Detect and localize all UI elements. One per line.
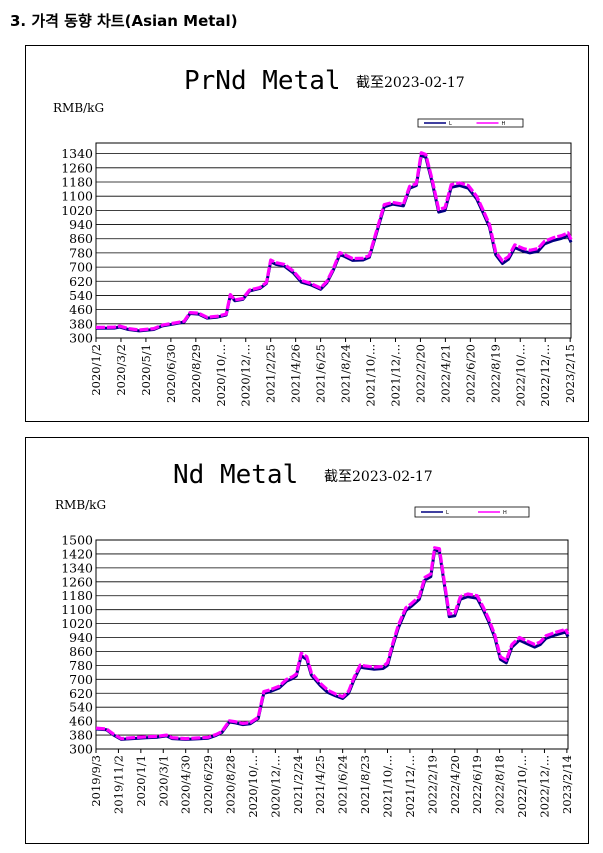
prnd-xtick-label: 2020/10/...	[214, 344, 228, 407]
prnd-xtick-label: 2021/8/24	[339, 344, 353, 403]
prnd-chart-title: PrNd Metal	[184, 66, 341, 96]
nd-xtick-label: 2021/12/...	[403, 755, 417, 818]
nd-plot-area	[95, 539, 569, 750]
nd-xtick-label: 2020/6/29	[201, 755, 215, 814]
nd-xtick-label: 2022/6/19	[470, 755, 484, 814]
nd-xtick-label: 2022/10/...	[515, 755, 529, 818]
nd-ytick-label: 300	[69, 742, 93, 757]
prnd-ytick-label: 1020	[61, 203, 93, 218]
prnd-xtick-label: 2023/2/15	[563, 344, 577, 403]
prnd-series-h-line	[95, 151, 573, 332]
prnd-ytick-label: 300	[69, 331, 93, 346]
nd-xtick-label: 2020/4/30	[179, 755, 193, 814]
prnd-ytick-label: 540	[69, 288, 93, 303]
prnd-chart: 3003804605406207007808609401020110011801…	[53, 66, 577, 407]
prnd-ytick-label: 1260	[61, 160, 93, 175]
prnd-ytick-label: 380	[69, 316, 93, 331]
prnd-xtick-label: 2022/6/20	[463, 344, 477, 403]
nd-ytick-label: 1420	[61, 546, 93, 561]
prnd-xtick-label: 2021/12/...	[388, 344, 402, 407]
prnd-ytick-label: 860	[69, 231, 93, 246]
nd-xtick-label: 2022/2/19	[425, 755, 439, 814]
nd-xtick-label: 2019/9/3	[89, 755, 103, 807]
nd-xtick-label: 2021/10/...	[380, 755, 394, 818]
nd-ytick-label: 1260	[61, 574, 93, 589]
prnd-xtick-label: 2020/12/...	[239, 344, 253, 407]
prnd-xtick-label: 2021/4/26	[289, 344, 303, 403]
prnd-xtick-label: 2021/2/25	[264, 344, 278, 403]
nd-xtick-label: 2020/3/1	[156, 755, 170, 807]
prnd-xtick-label: 2021/10/...	[364, 344, 378, 407]
nd-ytick-label: 860	[69, 644, 93, 659]
prnd-legend-label-h: H	[502, 121, 506, 127]
prnd-xtick-label: 2022/4/21	[438, 344, 452, 403]
nd-ytick-label: 780	[69, 658, 93, 673]
nd-xtick-label: 2020/8/28	[224, 755, 238, 814]
nd-xtick-label: 2020/10/...	[246, 755, 260, 818]
nd-chart-title: Nd Metal	[173, 460, 298, 490]
nd-legend-label-l: L	[446, 510, 449, 516]
prnd-legend-box	[417, 118, 524, 128]
prnd-xtick-label: 2022/10/...	[513, 344, 527, 407]
nd-ytick-label: 700	[69, 672, 93, 687]
prnd-ytick-label: 700	[69, 260, 93, 275]
section-heading: 3. 가격 동향 차트(Asian Metal)	[10, 12, 238, 30]
nd-xtick-label: 2020/1/1	[134, 755, 148, 807]
prnd-ytick-label: 940	[69, 217, 93, 232]
nd-ytick-label: 380	[69, 728, 93, 743]
prnd-ytick-label: 1340	[61, 146, 93, 161]
nd-chart-subtitle: 截至2023-02-17	[324, 469, 433, 485]
nd-xtick-label: 2023/2/14	[560, 755, 574, 814]
nd-ytick-label: 940	[69, 630, 93, 645]
prnd-xtick-label: 2020/5/1	[139, 344, 153, 396]
nd-ytick-label: 1180	[61, 588, 93, 603]
prnd-xtick-label: 2021/6/25	[314, 344, 328, 403]
nd-xtick-label: 2020/12/...	[268, 755, 282, 818]
nd-ytick-label: 1500	[61, 533, 93, 548]
nd-series-h-line	[95, 546, 570, 741]
prnd-xtick-label: 2022/12/...	[538, 344, 552, 407]
nd-ytick-label: 460	[69, 714, 93, 729]
nd-xtick-label: 2021/2/24	[291, 755, 305, 814]
nd-xtick-label: 2021/4/25	[313, 755, 327, 814]
nd-chart-panel: 300 380 460 540 620 700 780 860 940 1020 1100 1180 1…	[25, 437, 589, 844]
nd-ytick-label: 620	[69, 686, 93, 701]
prnd-xtick-label: 2020/1/2	[89, 344, 103, 396]
prnd-ytick-label: 780	[69, 245, 93, 260]
prnd-chart-subtitle: 截至2023-02-17	[356, 75, 465, 91]
prnd-ytick-label: 620	[69, 274, 93, 289]
prnd-xtick-label: 2022/8/19	[488, 344, 502, 403]
prnd-ytick-label: 1180	[61, 175, 93, 190]
prnd-ytick-label: 1100	[61, 189, 93, 204]
prnd-ylabel: RMB/kG	[53, 101, 104, 115]
nd-ytick-label: 540	[69, 700, 93, 715]
nd-ylabel: RMB/kG	[55, 498, 106, 512]
nd-xtick-label: 2022/8/18	[493, 755, 507, 814]
nd-xtick-label: 2021/6/24	[336, 755, 350, 814]
prnd-xtick-label: 2020/8/29	[189, 344, 203, 403]
nd-xtick-label: 2022/12/...	[537, 755, 551, 818]
nd-legend-box	[414, 506, 530, 518]
prnd-ytick-label: 460	[69, 302, 93, 317]
nd-xtick-label: 2021/8/23	[358, 755, 372, 814]
nd-xtick-label: 2019/11/2	[111, 755, 125, 814]
prnd-chart-panel: 300 380 460 540 620 700 780 860 940 1020 1100 1180 1…	[25, 45, 589, 422]
prnd-plot-area	[95, 142, 572, 339]
nd-ytick-label: 1020	[61, 616, 93, 631]
prnd-legend-label-l: L	[449, 121, 452, 127]
nd-ytick-label: 1100	[61, 602, 93, 617]
prnd-xtick-label: 2020/3/2	[114, 344, 128, 396]
nd-xtick-label: 2022/4/20	[448, 755, 462, 814]
nd-legend-label-h: H	[503, 510, 507, 516]
prnd-xtick-label: 2020/6/30	[164, 344, 178, 403]
prnd-xtick-label: 2022/2/20	[413, 344, 427, 403]
nd-chart: 3003804605406207007808609401020110011801…	[55, 460, 574, 818]
nd-ytick-label: 1340	[61, 560, 93, 575]
